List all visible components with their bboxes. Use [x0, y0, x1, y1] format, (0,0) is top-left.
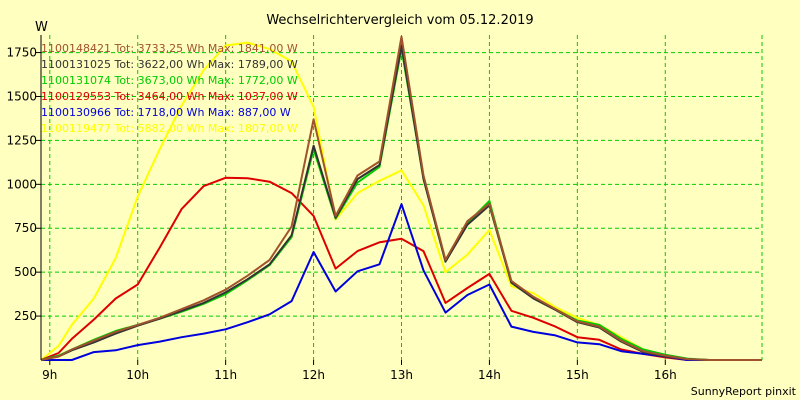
y-tick-label: 1750 — [6, 46, 37, 60]
legend-entry-1100148421: 1100148421 Tot: 3733,25 Wh Max: 1841,00 … — [41, 42, 298, 55]
y-tick-label: 750 — [14, 221, 37, 235]
x-tick-label: 10h — [126, 368, 149, 382]
legend-entry-1100131074: 1100131074 Tot: 3673,00 Wh Max: 1772,00 … — [41, 74, 298, 87]
y-tick-label: 1250 — [6, 133, 37, 147]
y-tick-label: 500 — [14, 265, 37, 279]
x-tick-label: 14h — [478, 368, 501, 382]
legend-entry-1100129553: 1100129553 Tot: 3464,00 Wh Max: 1037,00 … — [41, 90, 298, 103]
chart-title: Wechselrichtervergleich vom 05.12.2019 — [266, 13, 533, 28]
series-line-1100130966 — [41, 203, 762, 361]
legend: 1100148421 Tot: 3733,25 Wh Max: 1841,00 … — [41, 42, 298, 135]
x-tick-label: 13h — [390, 368, 413, 382]
y-axis-label: W — [35, 20, 48, 35]
legend-entry-1100130966: 1100130966 Tot: 1718,00 Wh Max: 887,00 W — [41, 106, 291, 119]
legend-entry-1100119477: 1100119477 Tot: 5882,00 Wh Max: 1807,00 … — [41, 122, 298, 135]
series-line-1100148421 — [40, 35, 762, 361]
x-tick-label: 12h — [302, 368, 325, 382]
footer-credit: SunnyReport pinxit — [691, 385, 797, 398]
x-tick-label: 11h — [214, 368, 237, 382]
x-tick-label: 9h — [42, 368, 57, 382]
legend-entry-1100131025: 1100131025 Tot: 3622,00 Wh Max: 1789,00 … — [41, 58, 298, 71]
y-tick-label: 1000 — [6, 177, 37, 191]
x-tick-label: 15h — [566, 368, 589, 382]
series-lines — [40, 35, 762, 361]
y-ticks: 250 500 750 1000 1250 1500 1750 — [6, 46, 41, 323]
x-ticks: 9h 10h 11h 12h 13h 14h 15h 16h — [42, 360, 677, 382]
x-tick-label: 16h — [654, 368, 677, 382]
y-tick-label: 250 — [14, 309, 37, 323]
y-tick-label: 1500 — [6, 89, 37, 103]
